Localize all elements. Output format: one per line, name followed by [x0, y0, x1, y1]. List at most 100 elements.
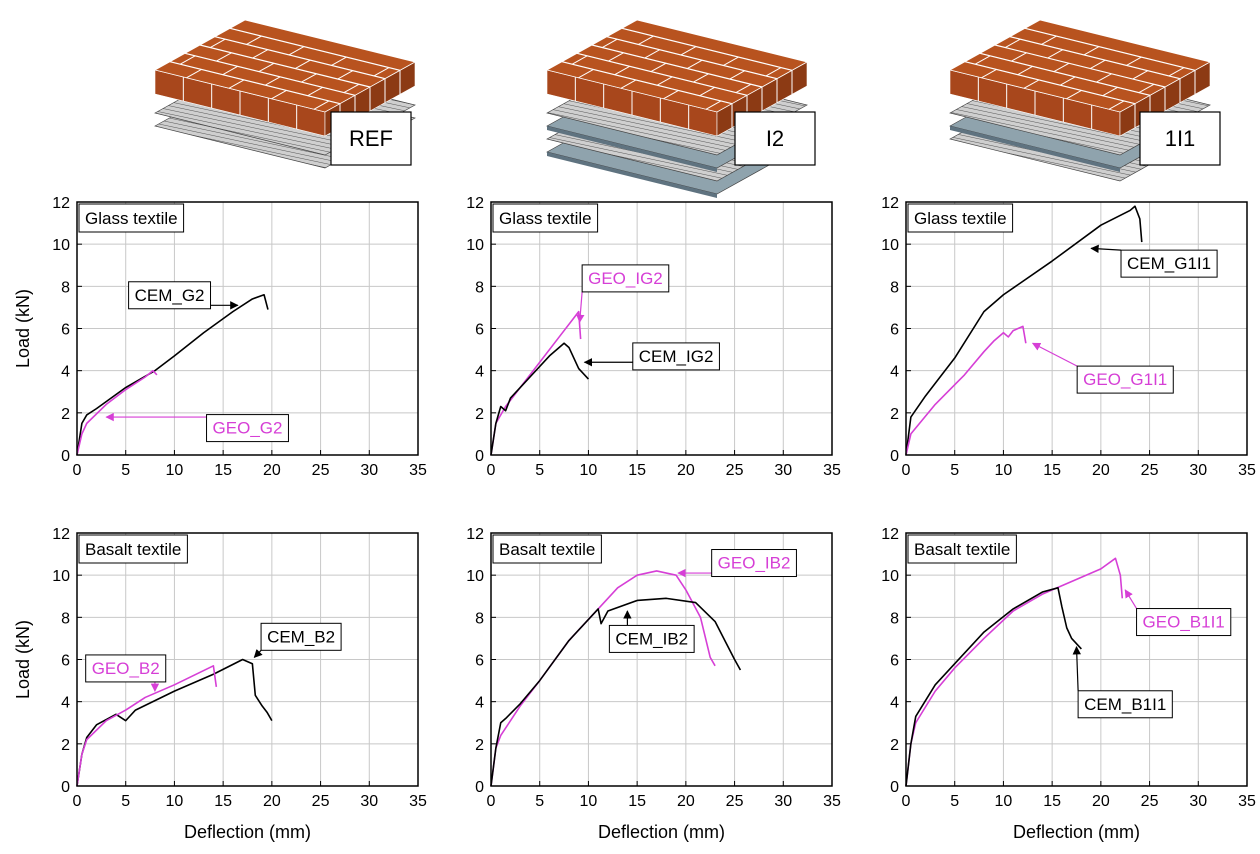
x-tick-label: 0 — [902, 462, 911, 479]
y-tick-label: 12 — [52, 195, 70, 212]
y-tick-label: 8 — [475, 279, 484, 296]
x-tick-label: 5 — [121, 793, 130, 810]
series-line — [491, 312, 581, 455]
x-tick-label: 5 — [535, 462, 544, 479]
y-tick-label: 4 — [890, 695, 899, 712]
panel-title: Glass textile — [85, 209, 178, 228]
annotation-arrow — [580, 292, 582, 322]
y-axis-label: Load (kN) — [13, 620, 33, 699]
series-label: GEO_IG2 — [588, 269, 663, 288]
series-label: CEM_B1I1 — [1084, 695, 1166, 714]
y-tick-label: 8 — [890, 610, 899, 627]
x-tick-label: 30 — [360, 793, 378, 810]
x-tick-label: 10 — [580, 793, 598, 810]
x-tick-label: 35 — [1238, 462, 1256, 479]
y-tick-label: 0 — [61, 448, 70, 465]
annotation-arrow — [254, 650, 261, 657]
x-tick-label: 35 — [409, 462, 427, 479]
x-tick-label: 25 — [1141, 462, 1159, 479]
y-tick-label: 0 — [890, 779, 899, 796]
y-tick-label: 12 — [466, 526, 484, 543]
x-tick-label: 0 — [73, 462, 82, 479]
y-tick-label: 4 — [475, 364, 484, 381]
y-tick-label: 6 — [475, 322, 484, 339]
y-tick-label: 0 — [890, 448, 899, 465]
annotation-arrow — [1077, 647, 1079, 691]
illustration-label: 1I1 — [1165, 126, 1196, 151]
y-tick-label: 6 — [61, 322, 70, 339]
y-tick-label: 8 — [890, 279, 899, 296]
y-tick-label: 8 — [61, 610, 70, 627]
y-tick-label: 2 — [61, 737, 70, 754]
x-tick-label: 35 — [1238, 793, 1256, 810]
x-tick-label: 35 — [409, 793, 427, 810]
x-tick-label: 20 — [263, 462, 281, 479]
series-label: GEO_G1I1 — [1083, 370, 1167, 389]
y-tick-label: 6 — [475, 653, 484, 670]
series-label: GEO_G2 — [213, 419, 283, 438]
x-tick-label: 0 — [487, 462, 496, 479]
x-tick-label: 15 — [628, 462, 646, 479]
y-tick-label: 4 — [890, 364, 899, 381]
x-tick-label: 35 — [823, 793, 841, 810]
series-label: CEM_IG2 — [639, 347, 714, 366]
annotation-arrow — [1091, 248, 1121, 250]
x-tick-label: 20 — [1092, 462, 1110, 479]
series-line — [906, 558, 1122, 786]
y-tick-label: 10 — [52, 237, 70, 254]
series-label: CEM_G2 — [135, 286, 205, 305]
x-tick-label: 30 — [1189, 793, 1207, 810]
x-tick-label: 10 — [580, 462, 598, 479]
x-axis-label: Deflection (mm) — [598, 822, 725, 842]
x-tick-label: 20 — [677, 793, 695, 810]
y-tick-label: 12 — [52, 526, 70, 543]
figure: REFI21I105101520253035024681012Glass tex… — [0, 0, 1260, 854]
y-tick-label: 4 — [61, 364, 70, 381]
annotation-arrow — [1033, 343, 1078, 366]
series-line — [906, 326, 1026, 455]
series-label: CEM_IB2 — [615, 629, 688, 648]
series-label: CEM_B2 — [267, 627, 335, 646]
x-tick-label: 5 — [121, 462, 130, 479]
x-tick-label: 30 — [774, 462, 792, 479]
x-tick-label: 25 — [1141, 793, 1159, 810]
x-tick-label: 25 — [726, 793, 744, 810]
y-tick-label: 2 — [475, 406, 484, 423]
x-tick-label: 10 — [166, 793, 184, 810]
slab-illustration — [547, 20, 807, 198]
x-tick-label: 25 — [312, 462, 330, 479]
x-tick-label: 25 — [312, 793, 330, 810]
x-tick-label: 30 — [360, 462, 378, 479]
x-tick-label: 15 — [214, 462, 232, 479]
x-tick-label: 10 — [995, 462, 1013, 479]
x-tick-label: 35 — [823, 462, 841, 479]
x-tick-label: 20 — [677, 462, 695, 479]
x-axis-label: Deflection (mm) — [184, 822, 311, 842]
y-tick-label: 10 — [466, 237, 484, 254]
series-label: GEO_B2 — [92, 659, 160, 678]
y-tick-label: 2 — [890, 737, 899, 754]
panel-title: Basalt textile — [499, 540, 595, 559]
y-tick-label: 0 — [475, 448, 484, 465]
y-tick-label: 10 — [52, 568, 70, 585]
y-tick-label: 12 — [466, 195, 484, 212]
y-tick-label: 6 — [61, 653, 70, 670]
chart: 05101520253035024681012Glass textileLoad… — [13, 195, 427, 479]
y-tick-label: 6 — [890, 322, 899, 339]
x-tick-label: 15 — [214, 793, 232, 810]
y-tick-label: 6 — [890, 653, 899, 670]
y-tick-label: 12 — [881, 195, 899, 212]
y-axis-label: Load (kN) — [13, 289, 33, 368]
y-tick-label: 0 — [61, 779, 70, 796]
panel-title: Basalt textile — [85, 540, 181, 559]
chart: 05101520253035024681012Basalt textileDef… — [466, 526, 841, 842]
series-label: CEM_G1I1 — [1127, 254, 1211, 273]
y-tick-label: 4 — [475, 695, 484, 712]
x-tick-label: 25 — [726, 462, 744, 479]
x-axis-label: Deflection (mm) — [1013, 822, 1140, 842]
x-tick-label: 20 — [263, 793, 281, 810]
x-tick-label: 15 — [1043, 462, 1061, 479]
y-tick-label: 10 — [881, 237, 899, 254]
